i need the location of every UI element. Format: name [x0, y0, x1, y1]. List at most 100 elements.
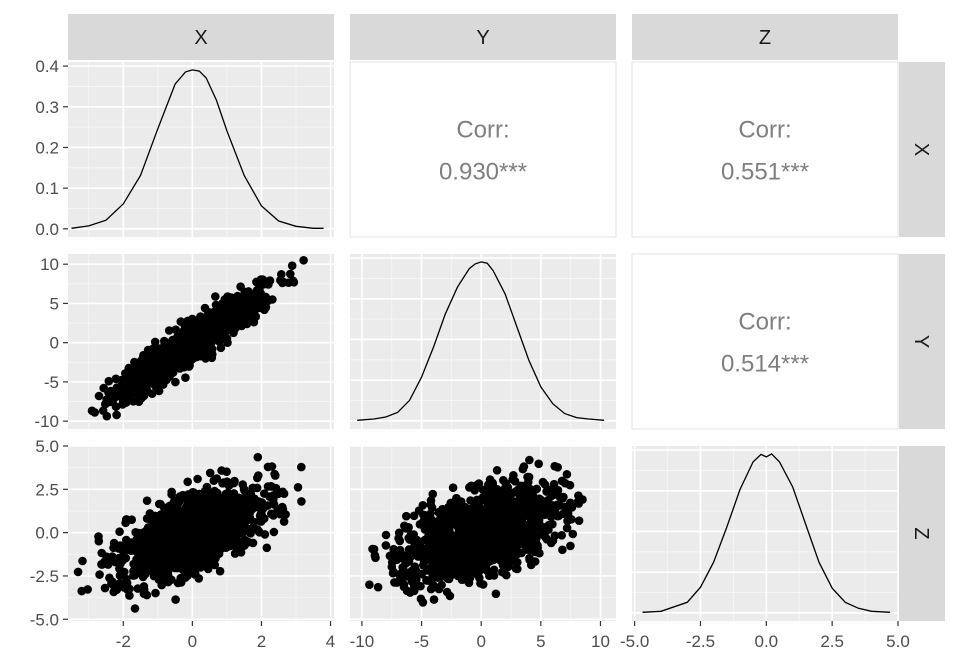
- scatter-point: [517, 483, 526, 492]
- scatter-point: [97, 560, 107, 569]
- scatter-point: [489, 545, 498, 555]
- scatter-point: [253, 525, 262, 534]
- scatter-point: [213, 546, 223, 556]
- panel-z-z-grid: [632, 446, 899, 621]
- scatter-point: [249, 310, 259, 320]
- scatter-point: [108, 552, 117, 561]
- scatter-point: [192, 316, 202, 325]
- scatter-point: [542, 487, 551, 496]
- scatter-point: [249, 317, 259, 327]
- scatter-point: [104, 376, 114, 386]
- scatter-point: [402, 511, 411, 521]
- scatter-point: [557, 531, 566, 540]
- scatter-point: [453, 533, 463, 543]
- scatter-point: [111, 402, 121, 412]
- scatter-point: [183, 320, 192, 329]
- scatter-point: [221, 489, 231, 499]
- scatter-point: [498, 567, 507, 577]
- panel-y-y-grid: [350, 254, 616, 429]
- scatter-point: [429, 595, 439, 604]
- scatter-point: [447, 505, 457, 515]
- scatter-point: [256, 275, 266, 284]
- scatter-point: [566, 541, 575, 551]
- y-tick-label: 0.4: [35, 57, 59, 76]
- scatter-point: [488, 488, 498, 498]
- row-strip-z: [899, 446, 945, 621]
- scatter-point: [240, 318, 250, 328]
- scatter-point: [163, 577, 173, 587]
- scatter-point: [268, 295, 277, 304]
- scatter-point: [252, 502, 262, 512]
- scatter-point: [115, 527, 124, 536]
- scatter-point: [550, 531, 560, 540]
- scatter-point: [130, 357, 139, 367]
- scatter-point: [439, 560, 449, 569]
- scatter-point: [297, 497, 306, 506]
- scatter-point: [142, 590, 152, 600]
- scatter-point: [404, 545, 414, 554]
- row-strip-x: [899, 62, 945, 237]
- x-tick-label: 10: [591, 632, 610, 651]
- scatter-point: [511, 564, 521, 573]
- scatter-point: [180, 559, 189, 568]
- scatter-point: [270, 469, 279, 479]
- scatter-point: [205, 468, 215, 478]
- scatter-point: [171, 502, 181, 511]
- scatter-point: [513, 511, 522, 520]
- scatter-point: [202, 494, 212, 503]
- scatter-point: [238, 308, 248, 318]
- scatter-point: [122, 578, 132, 588]
- scatter-point: [177, 336, 186, 346]
- scatter-point: [244, 287, 253, 296]
- scatter-point: [209, 553, 219, 563]
- scatter-point: [183, 500, 193, 510]
- scatter-point: [508, 534, 517, 543]
- scatter-point: [418, 501, 428, 510]
- scatter-point: [142, 540, 152, 549]
- scatter-point: [544, 495, 553, 505]
- scatter-point: [142, 526, 151, 535]
- scatter-point: [148, 363, 157, 372]
- scatter-point: [269, 500, 279, 509]
- scatter-point: [197, 559, 206, 568]
- scatter-point: [139, 391, 149, 401]
- scatter-point: [437, 544, 447, 554]
- row-strip-label-y: Y: [910, 335, 932, 348]
- scatter-point: [212, 474, 221, 483]
- scatter-point: [449, 566, 459, 575]
- scatter-point: [278, 504, 288, 514]
- scatter-point: [553, 463, 562, 472]
- scatter-point: [365, 580, 374, 589]
- column-strip-label-y: Y: [476, 27, 489, 49]
- scatter-point: [529, 528, 539, 537]
- scatter-point: [173, 346, 183, 355]
- scatter-point: [156, 499, 165, 509]
- x-tick-label: 2: [257, 632, 266, 651]
- scatter-point: [181, 573, 190, 582]
- scatter-point: [565, 480, 575, 490]
- y-tick-label: -2.5: [30, 567, 59, 586]
- scatter-point: [428, 489, 438, 499]
- scatter-point: [387, 558, 397, 567]
- scatter-point: [286, 269, 295, 279]
- scatter-point: [475, 559, 484, 568]
- scatter-point: [524, 472, 534, 482]
- scatter-point: [204, 340, 214, 350]
- scatter-point: [222, 335, 231, 344]
- scatter-point: [142, 496, 152, 506]
- scatter-point: [231, 492, 241, 502]
- scatter-point: [470, 502, 480, 511]
- scatter-point: [574, 516, 584, 525]
- scatter-point: [170, 512, 179, 522]
- scatter-point: [263, 482, 273, 491]
- scatter-y-vs-z: [365, 455, 587, 607]
- panel-x-x: [68, 62, 334, 237]
- scatter-point: [574, 499, 583, 508]
- scatter-point: [187, 510, 197, 520]
- scatter-point: [519, 505, 529, 515]
- scatter-point: [233, 523, 243, 532]
- scatter-point: [211, 292, 220, 301]
- scatter-point: [478, 485, 488, 495]
- scatter-point: [231, 533, 240, 543]
- scatter-point: [256, 509, 266, 519]
